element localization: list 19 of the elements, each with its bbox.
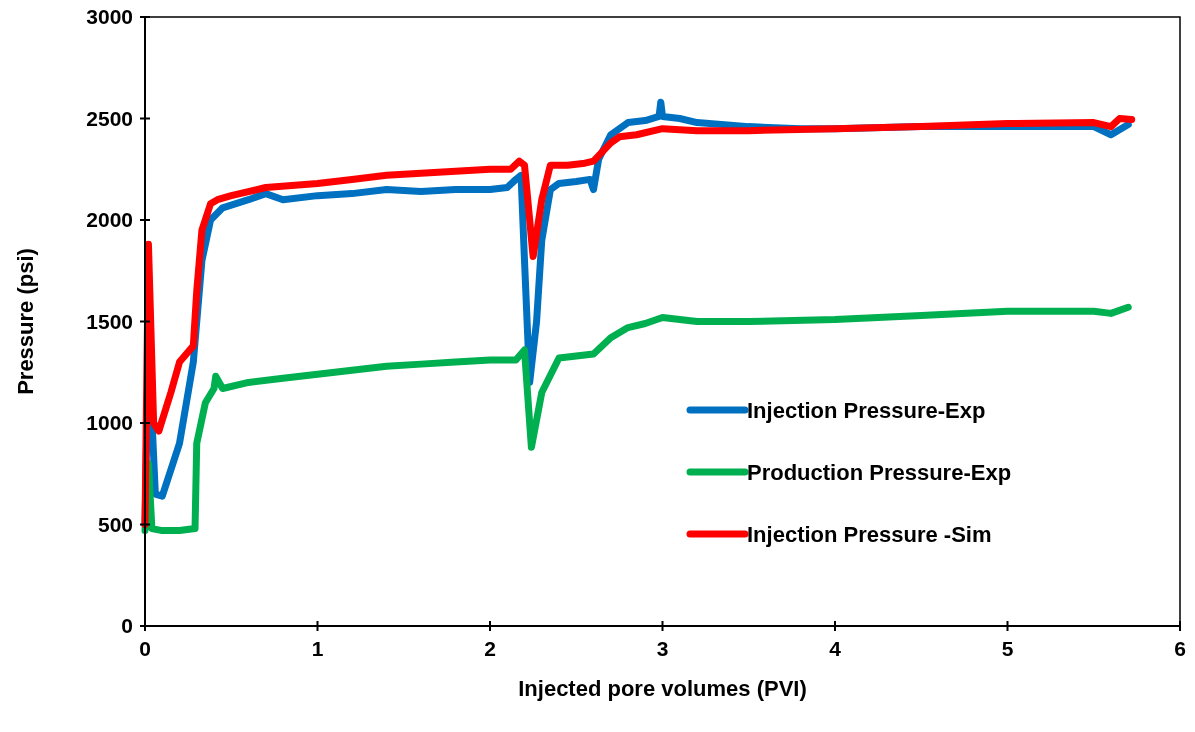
y-tick-label: 1000 (86, 411, 133, 435)
legend-label: Injection Pressure-Exp (747, 397, 986, 423)
x-tick-label: 1 (311, 637, 324, 660)
x-tick-label: 0 (139, 637, 151, 660)
y-tick-label: 2500 (86, 106, 133, 130)
x-tick-label: 4 (829, 637, 842, 660)
y-tick-label: 1500 (86, 309, 133, 333)
y-axis-title: Pressure (psi) (13, 248, 38, 395)
x-tick-label: 6 (1174, 637, 1186, 660)
y-tick-label: 2000 (86, 208, 133, 232)
legend-label: Production Pressure-Exp (747, 459, 1012, 485)
y-tick-label: 3000 (86, 5, 133, 29)
y-tick-label: 500 (97, 512, 133, 536)
x-tick-label: 5 (1001, 637, 1014, 660)
legend-label: Injection Pressure -Sim (747, 521, 992, 547)
x-tick-label: 3 (656, 637, 669, 660)
x-tick-label: 2 (484, 637, 496, 660)
x-axis-title: Injected pore volumes (PVI) (518, 676, 807, 701)
y-tick-label: 0 (121, 614, 133, 638)
